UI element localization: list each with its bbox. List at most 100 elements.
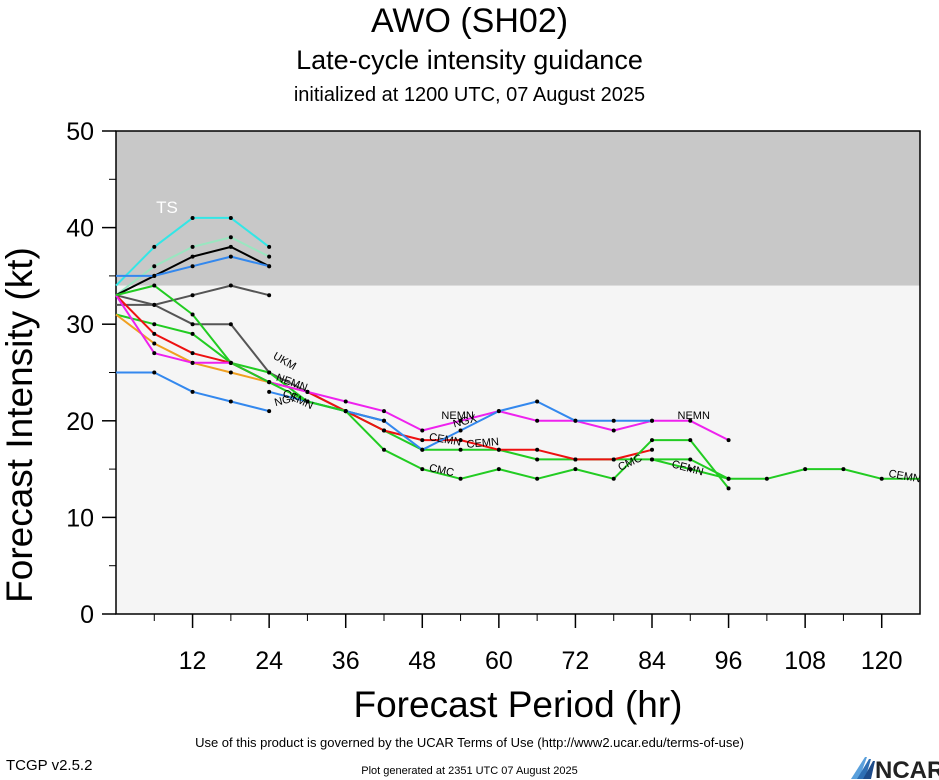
series-point (305, 389, 310, 394)
x-tick-label: 24 (255, 647, 283, 675)
series-point (228, 244, 233, 249)
series-point (267, 389, 272, 394)
series-point (764, 476, 769, 481)
series-point (228, 370, 233, 375)
series-point (152, 264, 157, 269)
series-point (458, 418, 463, 423)
series-point (650, 447, 654, 452)
series-point (190, 215, 195, 220)
series-point (267, 264, 272, 269)
series-point (190, 389, 195, 394)
y-tick-label: 30 (66, 311, 94, 339)
series-point (726, 476, 731, 481)
series-point (190, 293, 195, 298)
series-point (458, 476, 463, 481)
series-point (688, 418, 693, 423)
model-label: CEMN (428, 431, 462, 448)
series-point (190, 322, 195, 327)
terms-notice: Use of this product is governed by the U… (195, 735, 744, 750)
series-point (267, 370, 272, 375)
generated-timestamp: Plot generated at 2351 UTC 07 August 202… (361, 765, 578, 777)
series-point (152, 273, 157, 278)
series-point (267, 244, 272, 249)
series-point (611, 428, 616, 433)
series-point (650, 438, 654, 443)
x-tick-label: 72 (562, 647, 590, 675)
series-point (152, 331, 157, 336)
series-point (228, 360, 233, 365)
series-point (382, 428, 386, 433)
x-tick-label: 96 (715, 647, 743, 675)
series-point (879, 476, 884, 481)
series-point (190, 351, 195, 356)
series-point (228, 283, 233, 288)
series-point (726, 438, 731, 443)
model-label: CMC (428, 462, 455, 479)
series-point (152, 351, 157, 356)
series-point (573, 467, 578, 472)
model-label: CEMN (466, 436, 499, 451)
series-point (228, 215, 233, 220)
series-point (458, 447, 463, 452)
series-point (190, 244, 195, 249)
series-point (190, 254, 195, 259)
x-tick-label: 84 (638, 647, 666, 675)
series-point (152, 370, 157, 375)
series-point (152, 302, 157, 307)
series-point (535, 447, 540, 452)
x-axis-label: Forecast Period (hr) (354, 684, 683, 725)
series-point (267, 409, 272, 414)
series-point (152, 341, 157, 346)
ts-band-label: TS (156, 198, 178, 217)
x-tick-label: 108 (784, 647, 826, 675)
series-point (496, 467, 501, 472)
series-point (726, 486, 731, 491)
chart-title: AWO (SH02) (370, 2, 569, 40)
y-axis-label: Forecast Intensity (kt) (0, 247, 40, 603)
series-point (190, 312, 195, 317)
x-tick-label: 48 (408, 647, 436, 675)
series-point (228, 322, 233, 327)
y-tick-label: 40 (66, 215, 94, 243)
initialization-time: initialized at 1200 UTC, 07 August 2025 (293, 84, 646, 106)
x-tick-label: 36 (332, 647, 360, 675)
series-point (420, 428, 425, 433)
series-point (343, 399, 348, 404)
y-tick-label: 50 (66, 118, 94, 146)
series-point (420, 438, 425, 443)
series-point (190, 264, 195, 269)
series-point (382, 409, 386, 414)
series-point (496, 447, 501, 452)
series-point (573, 457, 578, 462)
series-point (228, 254, 233, 259)
series-point (420, 467, 425, 472)
series-point (267, 293, 272, 298)
series-point (573, 418, 578, 423)
series-point (650, 457, 654, 462)
series-point (688, 467, 693, 472)
series-point (228, 399, 233, 404)
y-tick-label: 20 (66, 408, 94, 436)
series-point (190, 360, 195, 365)
series-point (803, 467, 808, 472)
series-point (496, 409, 501, 414)
series-point (650, 418, 654, 423)
series-point (152, 283, 157, 288)
series-point (458, 438, 463, 443)
ncar-logo: NCAR (851, 757, 939, 780)
series-point (611, 476, 616, 481)
series-point (190, 331, 195, 336)
y-tick-label: 10 (66, 504, 94, 532)
series-point (688, 438, 693, 443)
series-point (152, 244, 157, 249)
series-point (535, 399, 540, 404)
series-point (841, 467, 846, 472)
series-point (688, 457, 693, 462)
series-point (535, 418, 540, 423)
series-point (305, 399, 310, 404)
series-point (267, 380, 272, 385)
x-tick-label: 120 (861, 647, 903, 675)
series-line-14 (651, 458, 920, 480)
